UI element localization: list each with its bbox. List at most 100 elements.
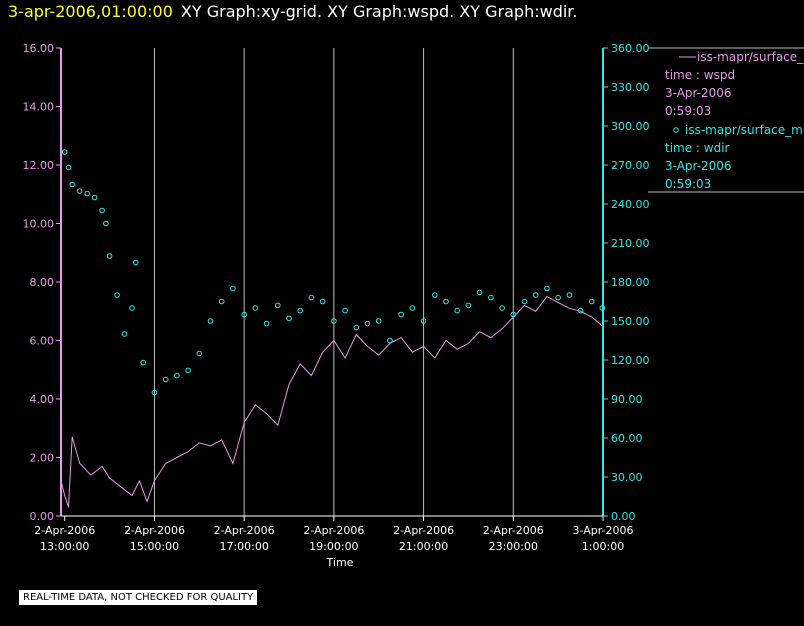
- y-right-tick-label: 240.00: [611, 198, 650, 211]
- legend-wspd-date: 3-Apr-2006: [665, 86, 732, 100]
- data-point-wdir: [230, 285, 236, 292]
- data-point-wdir: [174, 372, 180, 379]
- data-point-wdir: [342, 307, 348, 314]
- data-point-wdir: [76, 188, 83, 194]
- data-point-wdir: [409, 305, 416, 311]
- data-point-wdir: [103, 220, 109, 227]
- data-point-wdir: [443, 298, 449, 305]
- data-point-wdir: [218, 298, 225, 305]
- x-tick-label-date: 2-Apr-2006: [483, 524, 544, 537]
- x-tick-label-time: 15:00:00: [130, 540, 179, 553]
- legend-entry-wspd: iss-mapr/surface_m time : wspd 3-Apr-200…: [665, 50, 804, 118]
- x-axis-label: Time: [326, 556, 354, 569]
- quality-disclaimer: REAL-TIME DATA, NOT CHECKED FOR QUALITY: [19, 590, 258, 605]
- y-right-tick-label: 330.00: [611, 81, 650, 94]
- data-point-wdir: [275, 302, 281, 309]
- data-point-wdir: [387, 337, 393, 344]
- data-point-wdir: [252, 305, 259, 311]
- x-tick-label-date: 3-Apr-2006: [572, 524, 633, 537]
- legend-entry-wdir: iss-mapr/surface_m time : wdir 3-Apr-200…: [665, 123, 803, 191]
- data-point-wdir: [432, 292, 438, 298]
- x-tick-label-date: 2-Apr-2006: [393, 524, 454, 537]
- data-point-wdir: [375, 318, 382, 324]
- data-point-wdir: [61, 149, 68, 155]
- y-right-tick-label: 30.00: [611, 471, 643, 484]
- data-point-wdir: [196, 350, 203, 357]
- data-point-wdir: [420, 318, 427, 324]
- series-line-wspd: [60, 295, 603, 508]
- legend-wspd-time: 0:59:03: [665, 104, 711, 118]
- data-point-wdir: [263, 320, 270, 327]
- y-left-tick-label: 12.00: [23, 159, 55, 172]
- title-date: 3-apr-2006,01:00:00: [8, 2, 173, 21]
- y-left-tick-label: 10.00: [23, 218, 55, 231]
- data-point-wdir: [133, 259, 139, 266]
- y-right-tick-label: 150.00: [611, 315, 650, 328]
- y-right-tick-label: 210.00: [611, 237, 650, 250]
- y-left-tick-label: 4.00: [30, 393, 55, 406]
- data-point-wdir: [364, 320, 371, 327]
- data-point-wdir: [106, 253, 113, 259]
- data-point-wdir: [566, 292, 573, 298]
- y-right-tick-label: 360.00: [611, 42, 650, 55]
- x-tick-label-time: 17:00:00: [219, 540, 268, 553]
- data-point-wdir: [577, 307, 584, 314]
- x-tick-label-time: 23:00:00: [489, 540, 538, 553]
- data-point-wdir: [308, 294, 315, 301]
- x-tick-label-date: 2-Apr-2006: [214, 524, 275, 537]
- y-right-tick-label: 120.00: [611, 354, 650, 367]
- legend-wdir-time: 0:59:03: [665, 177, 711, 191]
- legend-wdir-date: 3-Apr-2006: [665, 159, 732, 173]
- y-left-tick-label: 16.00: [23, 42, 55, 55]
- series-layer: [60, 149, 606, 508]
- data-point-wdir: [555, 294, 561, 301]
- y-left-tick-label: 14.00: [23, 101, 55, 114]
- data-point-wdir: [532, 292, 539, 298]
- data-point-wdir: [488, 294, 494, 301]
- data-point-wdir: [476, 289, 483, 296]
- x-tick-label-date: 2-Apr-2006: [124, 524, 185, 537]
- legend-wdir-vars: time : wdir: [665, 141, 730, 155]
- x-tick-label-time: 21:00:00: [399, 540, 448, 553]
- legend-wspd-vars: time : wspd: [665, 68, 735, 82]
- title-graph-list: XY Graph:xy-grid. XY Graph:wspd. XY Grap…: [180, 2, 578, 21]
- x-tick-label-time: 1:00:00: [582, 540, 624, 553]
- data-point-wdir: [91, 194, 98, 201]
- axis-ticks: 2-Apr-2006 13:00:00 2-Apr-2006 15:00:00 2-Ap…: [23, 42, 650, 553]
- y-right-tick-label: 90.00: [611, 393, 643, 406]
- y-right-tick-label: 300.00: [611, 120, 650, 133]
- data-point-wdir: [499, 305, 505, 311]
- data-point-wdir: [398, 311, 405, 318]
- x-tick-label-date: 2-Apr-2006: [303, 524, 364, 537]
- data-point-wdir: [465, 302, 472, 309]
- data-point-wdir: [69, 181, 75, 188]
- data-point-wdir: [454, 307, 461, 314]
- x-tick-label-time: 19:00:00: [309, 540, 358, 553]
- legend: iss-mapr/surface_m time : wspd 3-Apr-200…: [648, 47, 804, 193]
- data-point-wdir: [353, 324, 360, 331]
- data-point-wdir: [151, 389, 158, 396]
- data-point-wdir: [185, 367, 191, 374]
- page-title: 3-apr-2006,01:00:00 XY Graph:xy-grid. XY …: [8, 2, 578, 21]
- data-point-wdir: [297, 307, 304, 314]
- y-left-tick-label: 6.00: [30, 335, 55, 348]
- y-left-tick-label: 2.00: [30, 452, 55, 465]
- y-left-tick-label: 0.00: [30, 510, 55, 523]
- data-point-wdir: [162, 376, 169, 383]
- y-right-tick-label: 0.00: [611, 510, 636, 523]
- data-point-wdir: [65, 164, 72, 171]
- legend-wspd-name: iss-mapr/surface_m: [697, 50, 804, 64]
- data-point-wdir: [114, 292, 120, 298]
- legend-wdir-name: iss-mapr/surface_m: [685, 123, 803, 137]
- data-point-wdir: [84, 190, 90, 197]
- x-tick-label-date: 2-Apr-2006: [34, 524, 95, 537]
- data-point-wdir: [319, 298, 326, 305]
- data-point-wdir: [121, 331, 128, 337]
- y-right-tick-label: 180.00: [611, 276, 650, 289]
- data-point-wdir: [589, 298, 595, 305]
- y-right-tick-label: 270.00: [611, 159, 650, 172]
- data-point-wdir: [331, 318, 337, 324]
- vertical-grid-lines: [153, 48, 604, 516]
- y-left-tick-label: 8.00: [30, 276, 55, 289]
